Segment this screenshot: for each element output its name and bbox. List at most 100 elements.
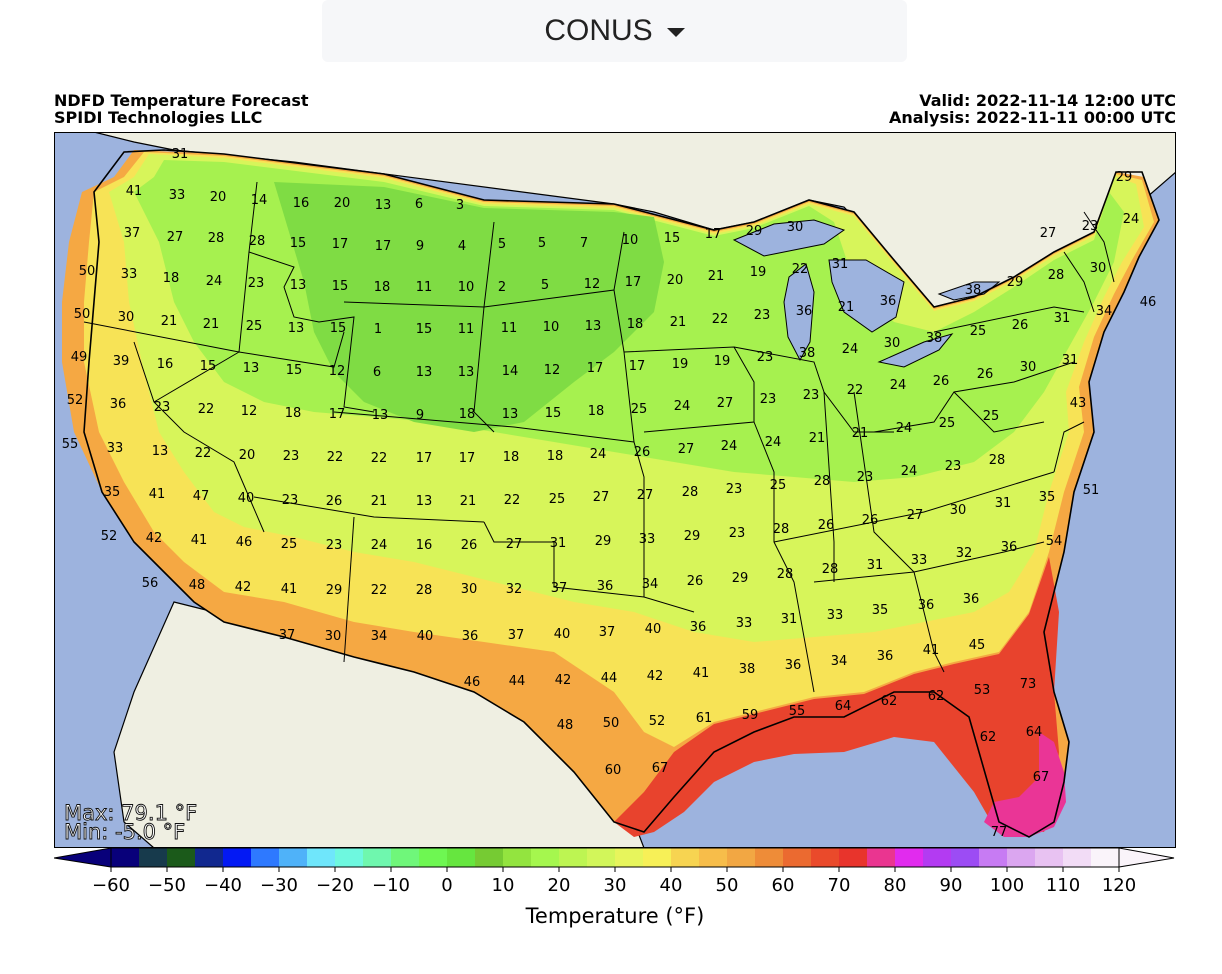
temperature-label: 12: [584, 277, 601, 292]
colorbar-tick-label: 110: [1046, 875, 1080, 896]
temperature-label: 22: [792, 262, 809, 277]
temperature-label: 27: [593, 490, 610, 505]
temperature-label: 20: [334, 196, 351, 211]
temperature-label: 24: [901, 464, 918, 479]
colorbar-tick-label: 50: [716, 875, 739, 896]
temperature-label: 36: [918, 598, 935, 613]
temperature-label: 24: [206, 274, 223, 289]
temperature-label: 5: [498, 237, 506, 252]
temperature-label: 22: [371, 451, 388, 466]
colorbar-segment: [1063, 848, 1092, 867]
temperature-label: 23: [283, 449, 300, 464]
temperature-label: 23: [857, 470, 874, 485]
temperature-label: 13: [585, 319, 602, 334]
temperature-label: 27: [506, 537, 523, 552]
colorbar-segment: [951, 848, 980, 867]
temperature-label: 4: [458, 239, 466, 254]
colorbar-tick-label: 120: [1102, 875, 1136, 896]
colorbar-segment: [111, 848, 140, 867]
temperature-label: 27: [167, 230, 184, 245]
region-dropdown[interactable]: CONUS: [322, 0, 907, 62]
temperature-label: 16: [157, 357, 174, 372]
temperature-label: 41: [191, 533, 208, 548]
temperature-label: 37: [551, 581, 568, 596]
temperature-label: 9: [416, 408, 424, 423]
temperature-label: 17: [587, 361, 604, 376]
temperature-label: 22: [195, 446, 212, 461]
colorbar-segment: [755, 848, 784, 867]
temperature-label: 20: [667, 273, 684, 288]
colorbar-segment: [727, 848, 756, 867]
temperature-label: 23: [757, 350, 774, 365]
temperature-label: 15: [664, 231, 681, 246]
temperature-label: 15: [286, 363, 303, 378]
temperature-label: 26: [461, 538, 478, 553]
temperature-label: 22: [327, 450, 344, 465]
colorbar-segment: [251, 848, 280, 867]
temperature-label: 7: [580, 236, 588, 251]
temperature-label: 42: [555, 673, 572, 688]
max-temperature-label: Max: 79.1 °F: [64, 801, 197, 825]
colorbar-segment: [447, 848, 476, 867]
temperature-label: 17: [375, 239, 392, 254]
temperature-label: 73: [1020, 677, 1037, 692]
temperature-label: 30: [884, 336, 901, 351]
temperature-label: 24: [896, 421, 913, 436]
temperature-label: 30: [787, 220, 804, 235]
colorbar-segment: [783, 848, 812, 867]
temperature-label: 56: [142, 576, 159, 591]
colorbar-segment: [671, 848, 700, 867]
temperature-label: 28: [208, 231, 225, 246]
colorbar-segment: [391, 848, 420, 867]
colorbar-tick-label: −20: [316, 875, 354, 896]
colorbar-segment: [643, 848, 672, 867]
temperature-label: 31: [867, 558, 884, 573]
temperature-label: 19: [714, 354, 731, 369]
temperature-label: 23: [803, 388, 820, 403]
temperature-label: 21: [708, 269, 725, 284]
lake-superior: [732, 219, 846, 257]
temperature-label: 51: [1083, 483, 1100, 498]
temperature-label: 18: [285, 406, 302, 421]
temperature-label: 30: [950, 503, 967, 518]
temperature-label: 15: [200, 359, 217, 374]
colorbar-segment: [1007, 848, 1036, 867]
temperature-label: 43: [1070, 396, 1087, 411]
temperature-label: 17: [329, 407, 346, 422]
temperature-label: 52: [67, 393, 84, 408]
temperature-label: 41: [126, 184, 143, 199]
temperature-label: 23: [726, 482, 743, 497]
temperature-label: 54: [1046, 534, 1063, 549]
temperature-label: 29: [684, 529, 701, 544]
temperature-label: 62: [980, 730, 997, 745]
temperature-label: 10: [458, 280, 475, 295]
colorbar-segment: [167, 848, 196, 867]
temperature-label: 40: [238, 491, 255, 506]
temperature-label: 46: [1140, 295, 1157, 310]
temperature-label: 29: [746, 224, 763, 239]
temperature-label: 6: [415, 197, 423, 212]
colorbar-segment: [615, 848, 644, 867]
temperature-label: 9: [416, 239, 424, 254]
temperature-label: 18: [627, 317, 644, 332]
temp-band-cold: [274, 182, 664, 432]
temperature-label: 25: [983, 409, 1000, 424]
temperature-label: 10: [622, 233, 639, 248]
temperature-label: 35: [872, 603, 889, 618]
temperature-label: 39: [113, 354, 130, 369]
temperature-label: 48: [557, 718, 574, 733]
temperature-label: 25: [549, 492, 566, 507]
colorbar-tick-label: −50: [148, 875, 186, 896]
temperature-label: 13: [372, 408, 389, 423]
temperature-label: 36: [880, 294, 897, 309]
temperature-label: 42: [647, 669, 664, 684]
colorbar-segment: [559, 848, 588, 867]
temperature-label: 23: [248, 276, 265, 291]
temperature-label: 32: [506, 582, 523, 597]
temperature-label: 23: [326, 538, 343, 553]
temperature-label: 53: [974, 683, 991, 698]
temperature-label: 26: [634, 445, 651, 460]
temperature-label: 33: [121, 267, 138, 282]
caret-down-icon: [666, 27, 685, 37]
temperature-label: 37: [279, 628, 296, 643]
